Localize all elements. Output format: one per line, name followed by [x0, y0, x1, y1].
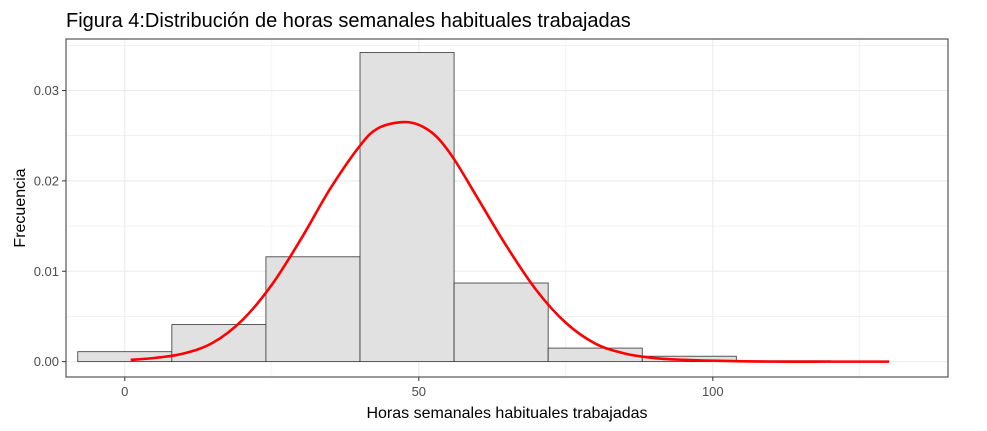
- y-tick-label: 0.02: [34, 173, 59, 188]
- x-tick-label: 0: [121, 384, 128, 399]
- histogram-bar: [453, 282, 549, 363]
- histogram-bar: [359, 52, 455, 363]
- density-curve: [130, 120, 890, 364]
- histogram-bars: [77, 52, 831, 363]
- chart-title: Figura 4:Distribución de horas semanales…: [66, 10, 631, 32]
- axis-ticks: 0 50 100 0.00 0.01 0.02 0.03: [34, 83, 724, 399]
- y-tick-label: 0.03: [34, 83, 59, 98]
- x-tick-label: 50: [412, 384, 426, 399]
- density-curve-group: [130, 120, 890, 364]
- y-tick-label: 0.01: [34, 264, 59, 279]
- y-axis-title: Frecuencia: [12, 168, 29, 247]
- x-tick-label: 100: [702, 384, 724, 399]
- histogram-bar: [265, 256, 361, 363]
- histogram-bar: [171, 324, 267, 363]
- x-axis-title: Horas semanales habituales trabajadas: [366, 405, 647, 422]
- panel-border: [65, 38, 949, 378]
- y-tick-label: 0.00: [34, 354, 59, 369]
